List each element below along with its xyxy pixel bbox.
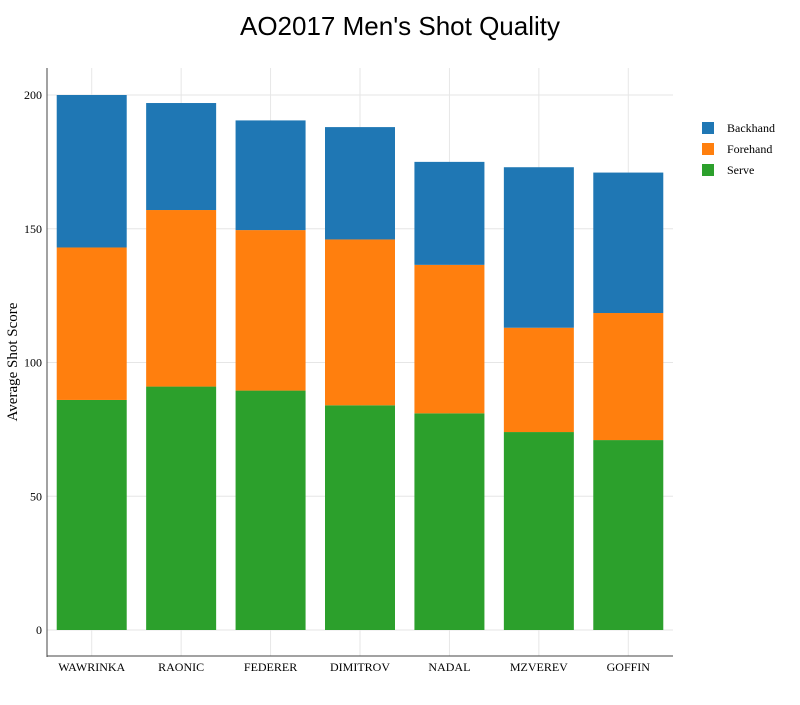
bar-forehand-wawrinka [56, 247, 127, 400]
bar-backhand-wawrinka [56, 95, 127, 248]
bar-backhand-federer [235, 120, 306, 231]
x-tick-label: WAWRINKA [58, 660, 125, 674]
bar-serve-federer [235, 390, 306, 630]
y-tick-label: 50 [30, 489, 42, 503]
x-tick-label: FEDERER [244, 660, 297, 674]
bar-forehand-dimitrov [325, 239, 395, 406]
x-tick-label: RAONIC [158, 660, 204, 674]
bar-forehand-raonic [146, 210, 217, 387]
legend-swatch-serve [702, 164, 714, 176]
y-tick-label: 200 [24, 88, 42, 102]
bar-forehand-mzverev [503, 327, 574, 433]
legend-label-forehand: Forehand [727, 142, 772, 156]
bar-serve-raonic [146, 386, 217, 630]
chart-title: AO2017 Men's Shot Quality [240, 11, 560, 41]
bar-backhand-raonic [146, 103, 217, 211]
bar-backhand-nadal [414, 161, 485, 265]
axes [46, 68, 673, 657]
legend-swatch-forehand [702, 143, 714, 155]
bar-serve-wawrinka [56, 399, 127, 630]
bar-serve-dimitrov [325, 405, 395, 630]
x-tick-label: NADAL [428, 660, 470, 674]
x-tick-labels: WAWRINKA RAONIC FEDERER DIMITROV NADAL MZVERE… [58, 660, 650, 674]
y-tick-labels: 0 50 100 150 200 [24, 88, 42, 637]
bar-serve-mzverev [503, 432, 574, 630]
legend-label-serve: Serve [727, 163, 754, 177]
bar-forehand-goffin [593, 313, 664, 441]
y-tick-label: 0 [36, 623, 42, 637]
bar-backhand-goffin [593, 172, 664, 314]
y-axis-label: Average Shot Score [5, 302, 21, 421]
y-tick-label: 100 [24, 356, 42, 370]
bar-forehand-federer [235, 230, 306, 391]
bar-serve-nadal [414, 413, 485, 630]
x-tick-label: GOFFIN [607, 660, 651, 674]
bar-backhand-dimitrov [325, 127, 395, 240]
legend: Backhand Forehand Serve [702, 121, 775, 177]
x-tick-label: MZVEREV [510, 660, 568, 674]
legend-swatch-backhand [702, 122, 714, 134]
bar-backhand-mzverev [503, 167, 574, 328]
bars-group [56, 95, 664, 630]
legend-label-backhand: Backhand [727, 121, 775, 135]
bar-serve-goffin [593, 440, 664, 630]
y-tick-label: 150 [24, 222, 42, 236]
bar-forehand-nadal [414, 264, 485, 414]
x-tick-label: DIMITROV [330, 660, 390, 674]
